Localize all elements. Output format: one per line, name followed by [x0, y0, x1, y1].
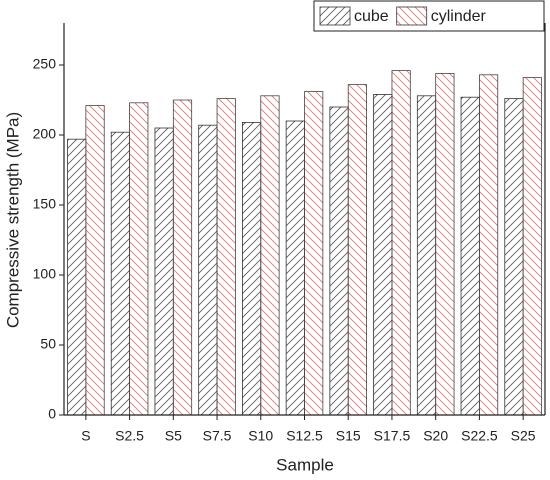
bar — [154, 127, 174, 416]
bar — [460, 96, 480, 416]
x-tick-label: S25 — [511, 428, 536, 444]
y-tick-label: 200 — [33, 126, 57, 142]
legend-box — [313, 0, 545, 32]
y-tick-label: 150 — [33, 196, 57, 212]
y-axis-title: Compressive strength (MPa) — [3, 112, 22, 328]
x-tick-label: S7.5 — [203, 428, 232, 444]
bar — [198, 124, 218, 416]
x-tick-label: S10 — [248, 428, 273, 444]
x-tick-label: S5 — [165, 428, 182, 444]
x-tick-label: S22.5 — [461, 428, 498, 444]
y-tick-label: 100 — [33, 266, 57, 282]
bar — [85, 105, 105, 416]
bar — [216, 98, 236, 416]
bar — [347, 84, 367, 416]
legend-swatch — [319, 6, 351, 26]
bar — [479, 74, 499, 416]
bar — [373, 94, 393, 416]
bar — [67, 138, 87, 416]
bar — [260, 95, 280, 416]
bar — [416, 95, 437, 416]
legend-label: cube — [354, 8, 389, 25]
x-tick-label: S12.5 — [286, 428, 323, 444]
y-tick-label: 250 — [33, 56, 57, 72]
bar — [304, 91, 324, 416]
bar — [391, 70, 411, 416]
x-axis-title: Sample — [276, 455, 334, 474]
bar — [129, 102, 149, 416]
bar — [172, 99, 193, 416]
x-tick-label: S2.5 — [115, 428, 144, 444]
x-tick-label: S — [81, 428, 90, 444]
x-tick-label: S15 — [336, 428, 361, 444]
bar — [110, 131, 130, 416]
bar — [242, 122, 262, 416]
y-tick-label: 50 — [40, 336, 56, 352]
x-tick-label: S17.5 — [374, 428, 411, 444]
legend-swatch — [396, 6, 428, 26]
bar — [522, 77, 542, 416]
bar — [285, 120, 305, 416]
legend-label: cylinder — [431, 8, 487, 25]
bar — [329, 106, 349, 416]
bar — [504, 98, 524, 416]
y-tick-label: 0 — [48, 406, 56, 422]
x-tick-label: S20 — [423, 428, 448, 444]
bar — [435, 73, 455, 416]
